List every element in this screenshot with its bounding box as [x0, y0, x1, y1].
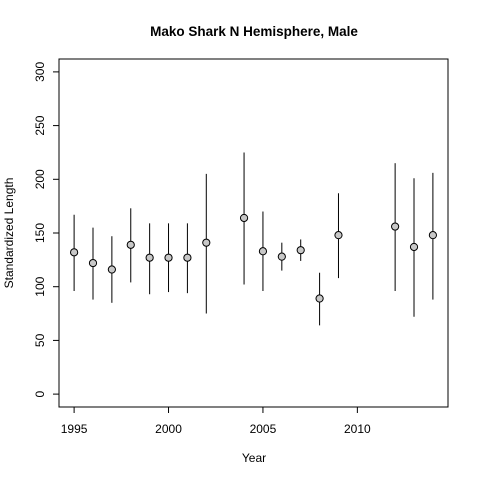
chart-title: Mako Shark N Hemisphere, Male: [150, 24, 358, 39]
data-point: [428, 231, 437, 240]
data-point: [164, 253, 173, 262]
error-bars: [73, 152, 434, 326]
y-tick-label: 200: [33, 169, 47, 189]
y-tick-label: 300: [33, 62, 47, 82]
x-axis: 1995 2000 2005 2010: [61, 407, 371, 436]
data-point: [145, 253, 154, 262]
data-point: [409, 242, 419, 252]
x-axis-label: Year: [242, 451, 266, 465]
data-point: [107, 265, 116, 274]
y-tick-label: 50: [33, 333, 47, 347]
data-point: [202, 238, 211, 247]
x-tick-label: 2010: [344, 422, 371, 436]
plot-frame: [58, 58, 449, 408]
data-point: [70, 248, 79, 257]
y-tick-label: 100: [33, 276, 47, 296]
x-tick-label: 1995: [61, 422, 88, 436]
x-tick-label: 2005: [250, 422, 277, 436]
data-point: [126, 240, 135, 249]
data-point: [258, 247, 268, 256]
y-tick-label: 150: [33, 223, 47, 243]
data-point: [183, 253, 192, 262]
data-point: [334, 231, 343, 240]
y-axis-label: Standardized Length: [2, 178, 16, 289]
data-point: [239, 213, 249, 223]
y-axis: 0 50 100 150 200 250 300: [33, 62, 59, 397]
data-points: [70, 213, 437, 303]
data-point: [391, 222, 400, 231]
data-point: [315, 294, 324, 303]
data-point: [277, 252, 286, 261]
y-tick-label: 250: [33, 115, 47, 135]
data-point: [88, 258, 98, 268]
y-tick-label: 0: [33, 390, 47, 397]
x-tick-label: 2000: [155, 422, 182, 436]
data-point: [296, 246, 305, 255]
